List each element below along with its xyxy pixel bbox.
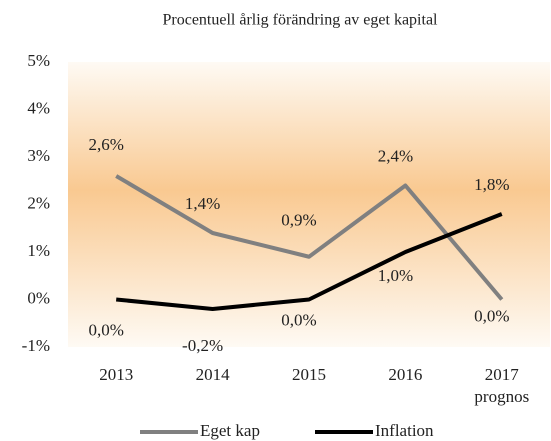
data-label: 0,0% — [281, 310, 316, 329]
series-line — [115, 174, 504, 301]
y-tick-label: 4% — [27, 98, 50, 117]
y-tick-label: 3% — [27, 146, 50, 165]
y-tick-label: 5% — [27, 51, 50, 70]
x-tick-label: 2016 — [388, 365, 422, 384]
data-label: 2,4% — [378, 146, 413, 165]
legend-label: Inflation — [375, 421, 434, 440]
x-tick-label: 2014 — [196, 365, 231, 384]
legend-label: Eget kap — [200, 421, 260, 440]
chart-title: Procentuell årlig förändring av eget kap… — [162, 12, 438, 29]
plot-background — [68, 62, 550, 347]
y-tick-label: 1% — [27, 241, 50, 260]
data-label: -0,2% — [182, 336, 223, 355]
data-label: 0,9% — [281, 211, 316, 230]
data-label: 2,6% — [88, 135, 123, 154]
data-label: 1,8% — [474, 175, 509, 194]
data-label: 0,0% — [88, 320, 123, 339]
data-label: 1,0% — [378, 266, 413, 285]
y-tick-label: 2% — [27, 193, 50, 212]
x-tick-label: 2013 — [99, 365, 133, 384]
series-line — [116, 212, 503, 311]
y-tick-label: 0% — [27, 288, 50, 307]
data-label: 1,4% — [185, 194, 220, 213]
data-label: 0,0% — [474, 306, 509, 325]
y-tick-label: -1% — [22, 336, 50, 355]
x-tick-label: 2017 prognos — [474, 365, 529, 406]
x-tick-label: 2015 — [292, 365, 326, 384]
